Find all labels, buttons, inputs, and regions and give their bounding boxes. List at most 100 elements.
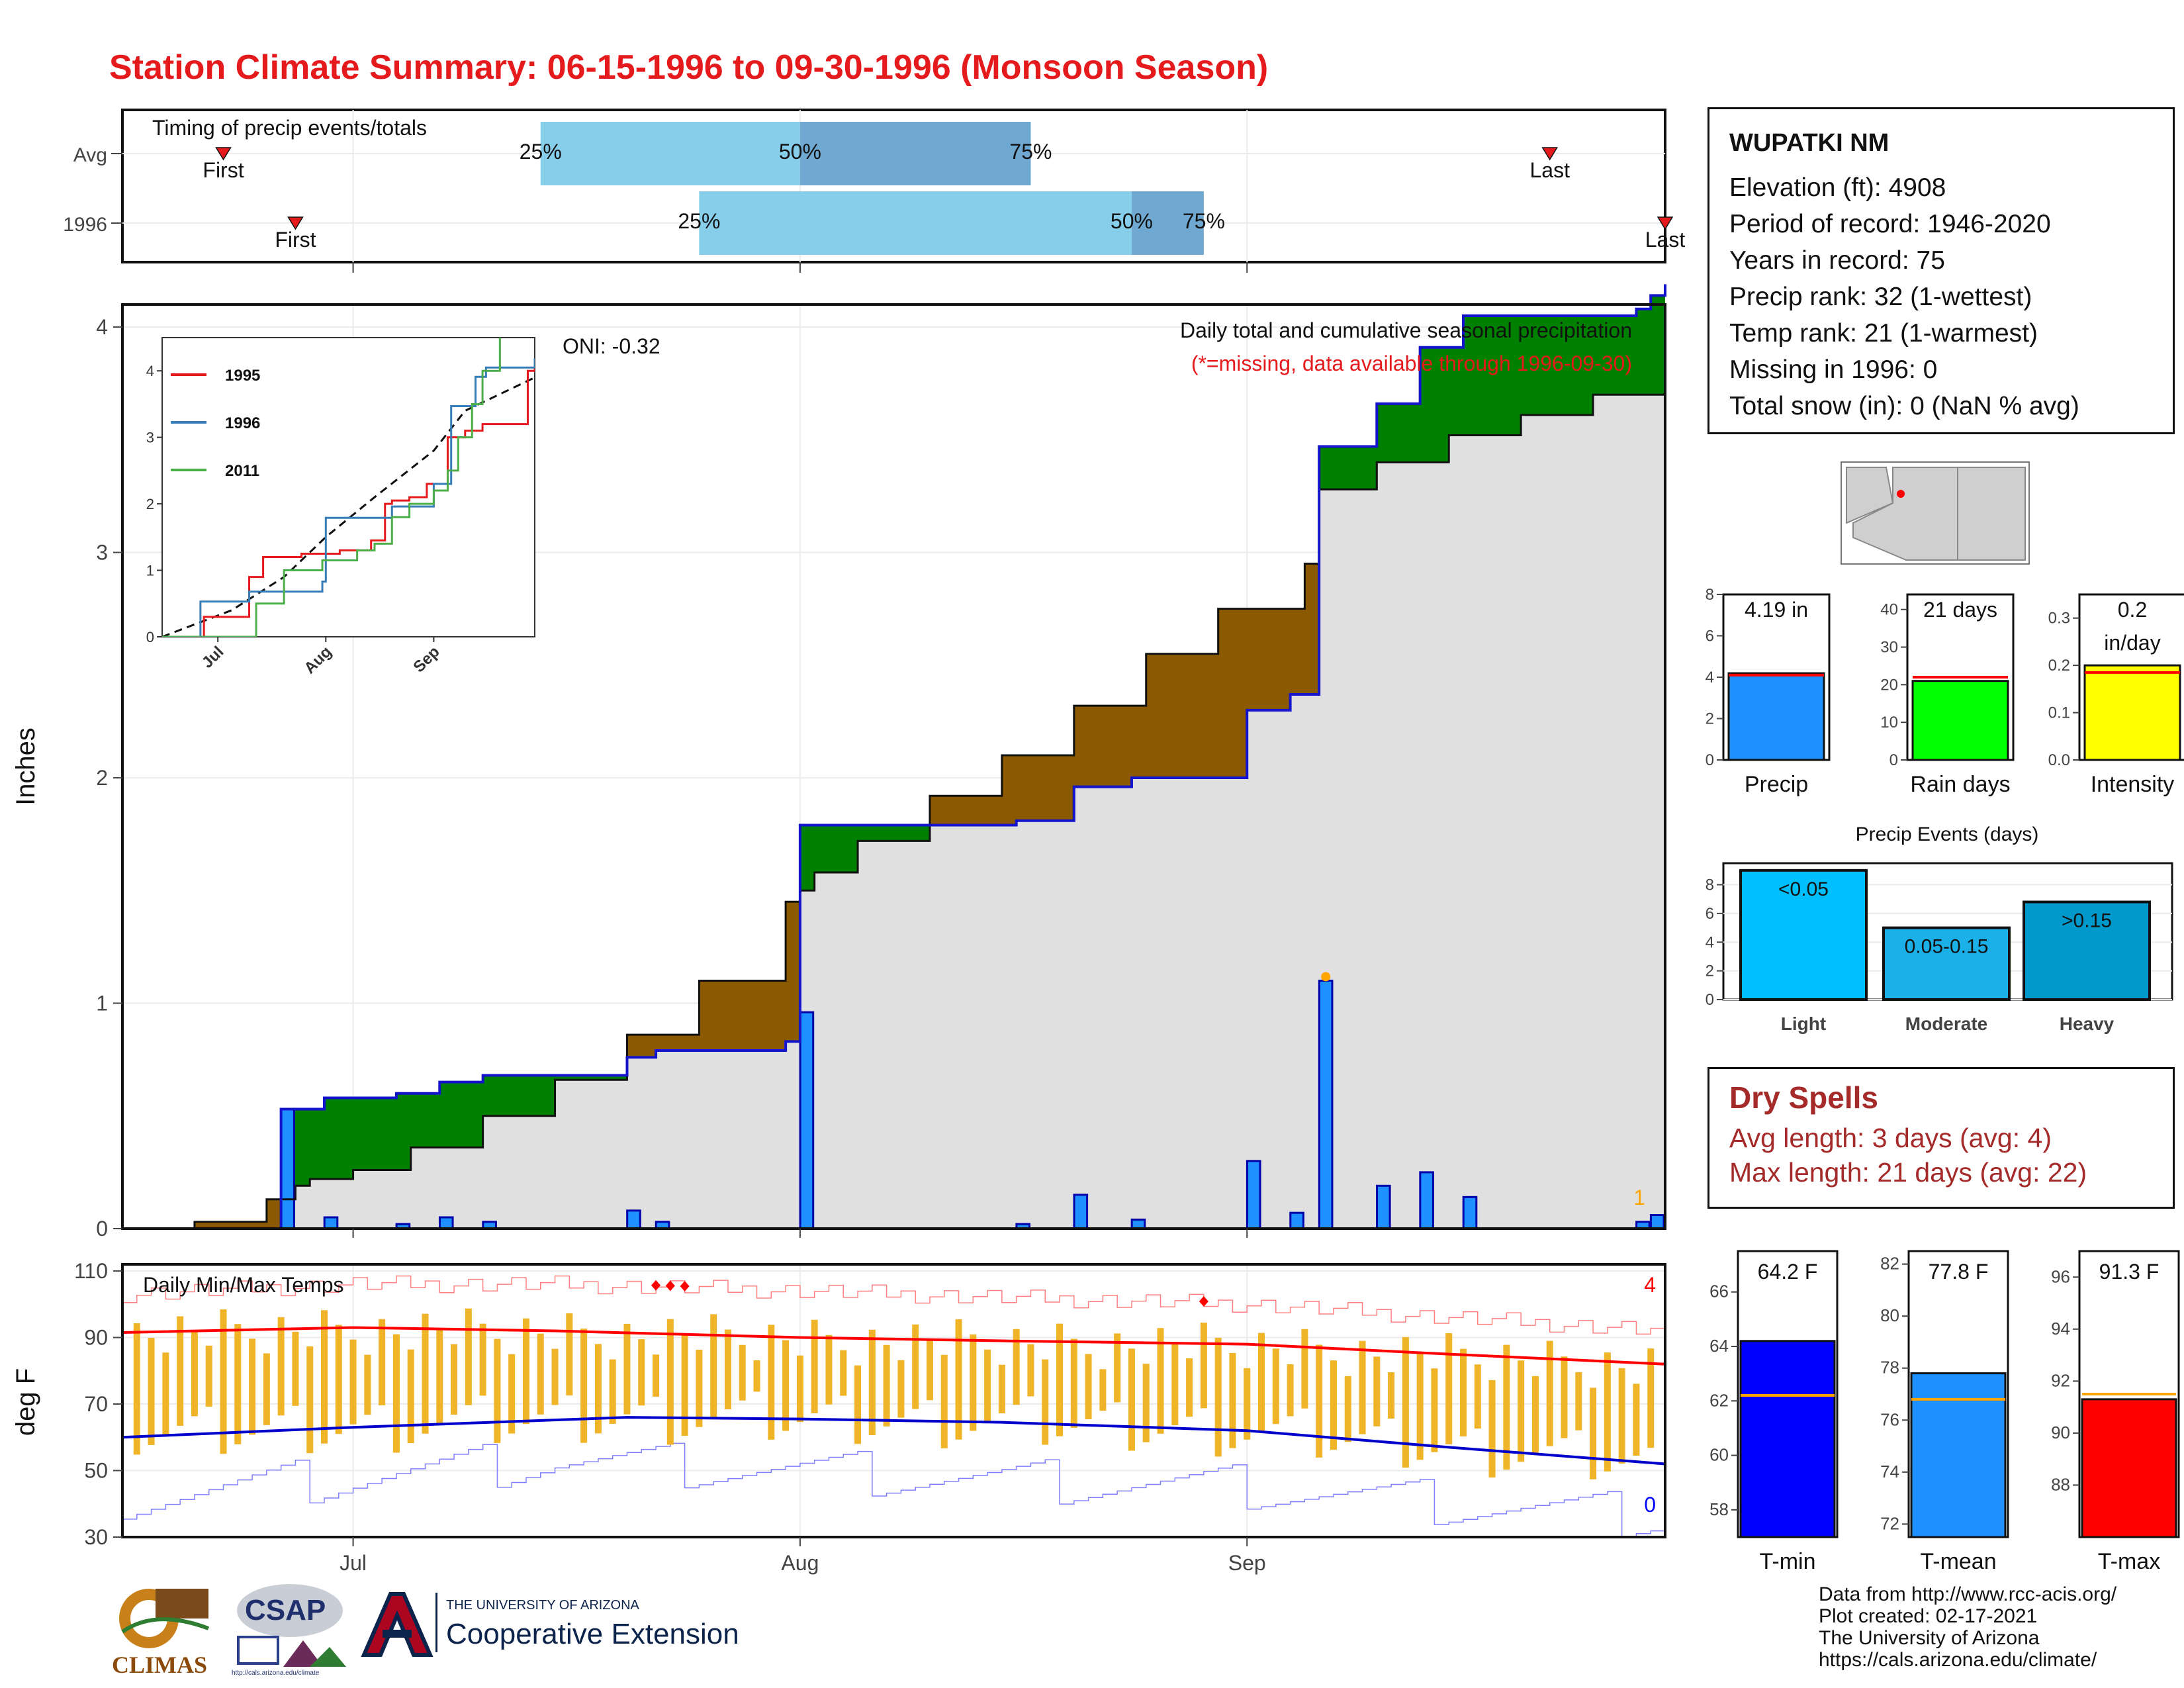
daily-temp-range-bar: [306, 1346, 314, 1454]
dry-spells-box: Dry Spells Avg length: 3 days (avg: 4) M…: [1707, 1067, 2175, 1209]
inset-legend-label: 1996: [225, 414, 260, 432]
timing-title: Timing of precip events/totals: [152, 116, 427, 140]
daily-temp-range-bar: [1128, 1348, 1135, 1451]
timing-pct-label: 50%: [779, 140, 821, 164]
temp-summary-value-label: 91.3 F: [2099, 1260, 2160, 1284]
daily-precip-bar: [1375, 1184, 1391, 1230]
daily-temp-range-bar: [955, 1319, 962, 1440]
daily-temp-range-bar: [234, 1324, 242, 1444]
temp-summary-axis-label: T-max: [2098, 1549, 2160, 1574]
temp-summary-y-tick-label: 88: [2051, 1474, 2070, 1494]
csap-logo-text: CSAP: [245, 1594, 326, 1626]
daily-temp-range-bar: [739, 1344, 746, 1401]
daily-temp-range-bar: [1460, 1348, 1467, 1436]
daily-temp-range-bar: [263, 1353, 270, 1425]
daily-precip-bar: [323, 1216, 339, 1230]
record-high-marker: [680, 1280, 690, 1291]
precip-y-tick-label: 1: [96, 992, 108, 1015]
daily-temp-range-bar: [436, 1329, 443, 1425]
credits: Data from http://www.rcc-acis.org/ Plot …: [1819, 1583, 2116, 1671]
daily-temp-range-bar: [1546, 1340, 1553, 1446]
temp-summary-value-label: 64.2 F: [1758, 1260, 1818, 1284]
station-elevation: Elevation (ft): 4908: [1729, 173, 1946, 202]
daily-temp-range-bar: [998, 1364, 1005, 1414]
summary-y-tick-label: 0.1: [2048, 704, 2070, 722]
daily-temp-range-bar: [940, 1354, 948, 1448]
timing-row-label: Avg: [73, 144, 107, 166]
csap-logo-url: http://cals.arizona.edu/climate: [232, 1669, 320, 1677]
daily-temp-range-bar: [1531, 1376, 1539, 1454]
credit-line: The University of Arizona: [1819, 1627, 2040, 1649]
summary-bar-precip: [1727, 672, 1825, 761]
daily-temp-range-bar: [840, 1350, 847, 1396]
station-precip-rank: Precip rank: 32 (1-wettest): [1729, 283, 2032, 311]
temp-y-tick-label: 50: [84, 1459, 108, 1483]
csap-logo-mark: [237, 1584, 346, 1667]
daily-temp-range-bar: [1344, 1376, 1351, 1442]
daily-temp-range-bar: [1575, 1372, 1582, 1430]
summary-y-tick-label: 40: [1880, 601, 1898, 619]
inset-y-tick-label: 0: [146, 629, 154, 645]
daily-temp-range-bar: [1186, 1358, 1193, 1417]
daily-temp-range-bar: [1114, 1333, 1121, 1403]
record-max-line: [122, 1275, 1666, 1335]
timing-pct-label: 50%: [1111, 209, 1153, 233]
precip-y-tick-label: 4: [96, 315, 108, 339]
summary-bar-intensity: [2083, 664, 2181, 761]
station-name: WUPATKI NM: [1729, 129, 1889, 157]
station-years: Years in record: 75: [1729, 246, 1945, 275]
climas-logo-text: CLIMAS: [112, 1652, 208, 1678]
daily-precip-bar: [1462, 1196, 1478, 1230]
daily-precip-bar: [799, 1011, 815, 1230]
temp-summary-bar-t-max: [2081, 1398, 2177, 1538]
oni-value: ONI: -0.32: [563, 334, 660, 358]
daily-temp-range-bar: [868, 1329, 876, 1436]
record-high-marker: [665, 1280, 675, 1291]
ua-logo-divider: [435, 1593, 437, 1652]
summary-y-tick-label: 10: [1880, 714, 1898, 731]
daily-temp-range-bar: [1445, 1333, 1453, 1444]
daily-temp-range-bar: [854, 1365, 862, 1444]
timing-first-marker-label: First: [203, 158, 244, 182]
daily-temp-range-bar: [249, 1338, 256, 1435]
daily-temp-range-bar: [479, 1323, 486, 1396]
event-bar-light: [1739, 868, 1868, 1002]
precip-y-tick-label: 0: [96, 1217, 108, 1241]
summary-y-tick-label: 0: [1706, 751, 1714, 769]
daily-temp-range-bar: [1647, 1348, 1655, 1448]
temp-y-tick-label: 110: [74, 1259, 108, 1283]
credit-line: Plot created: 02-17-2021: [1819, 1605, 2038, 1627]
inset-chart: [162, 338, 535, 637]
ua-extension-logo: THE UNIVERSITY OF ARIZONA Cooperative Ex…: [357, 1589, 754, 1668]
daily-temp-range-bar: [335, 1325, 342, 1434]
timing-row-label: 1996: [63, 214, 107, 236]
summary-axis-label: Precip: [1745, 772, 1808, 797]
precip-missing-note: (*=missing, data available through 1996-…: [1191, 352, 1632, 375]
timing-last-marker: [1657, 216, 1674, 230]
timing-first-marker: [215, 147, 232, 161]
daily-temp-range-bar: [1013, 1329, 1020, 1405]
summary-value-label: 4.19 in: [1745, 598, 1808, 622]
timing-bar-50-75: [1131, 191, 1204, 255]
daily-temp-range-bar: [1416, 1352, 1424, 1460]
daily-temp-range-bar: [349, 1339, 357, 1425]
daily-temp-range-bar: [148, 1338, 155, 1445]
daily-temp-range-bar: [364, 1354, 371, 1415]
daily-temp-range-bar: [1301, 1329, 1308, 1409]
climas-logo: CLIMAS: [109, 1582, 215, 1681]
common-area: [122, 345, 1665, 1229]
precip-panel-title: Daily total and cumulative seasonal prec…: [1180, 318, 1632, 342]
daily-precip-bar: [438, 1216, 454, 1230]
daily-precip-bar: [1318, 979, 1334, 1230]
temp-summary-y-tick-label: 64: [1709, 1336, 1729, 1356]
precip-y-axis-label: Inches: [11, 727, 40, 806]
temp-summary-bar-t-min: [1739, 1340, 1836, 1538]
temp-summary-y-tick-label: 92: [2051, 1370, 2070, 1390]
daily-temp-range-bar: [796, 1355, 803, 1423]
daily-temp-range-bar: [191, 1331, 198, 1417]
inset-y-tick-label: 4: [146, 363, 154, 379]
event-bar-heavy: [2023, 900, 2151, 1001]
daily-temp-range-bar: [1518, 1360, 1525, 1462]
temp-summary-y-tick-label: 58: [1709, 1499, 1729, 1519]
daily-temp-range-bar: [768, 1325, 775, 1440]
